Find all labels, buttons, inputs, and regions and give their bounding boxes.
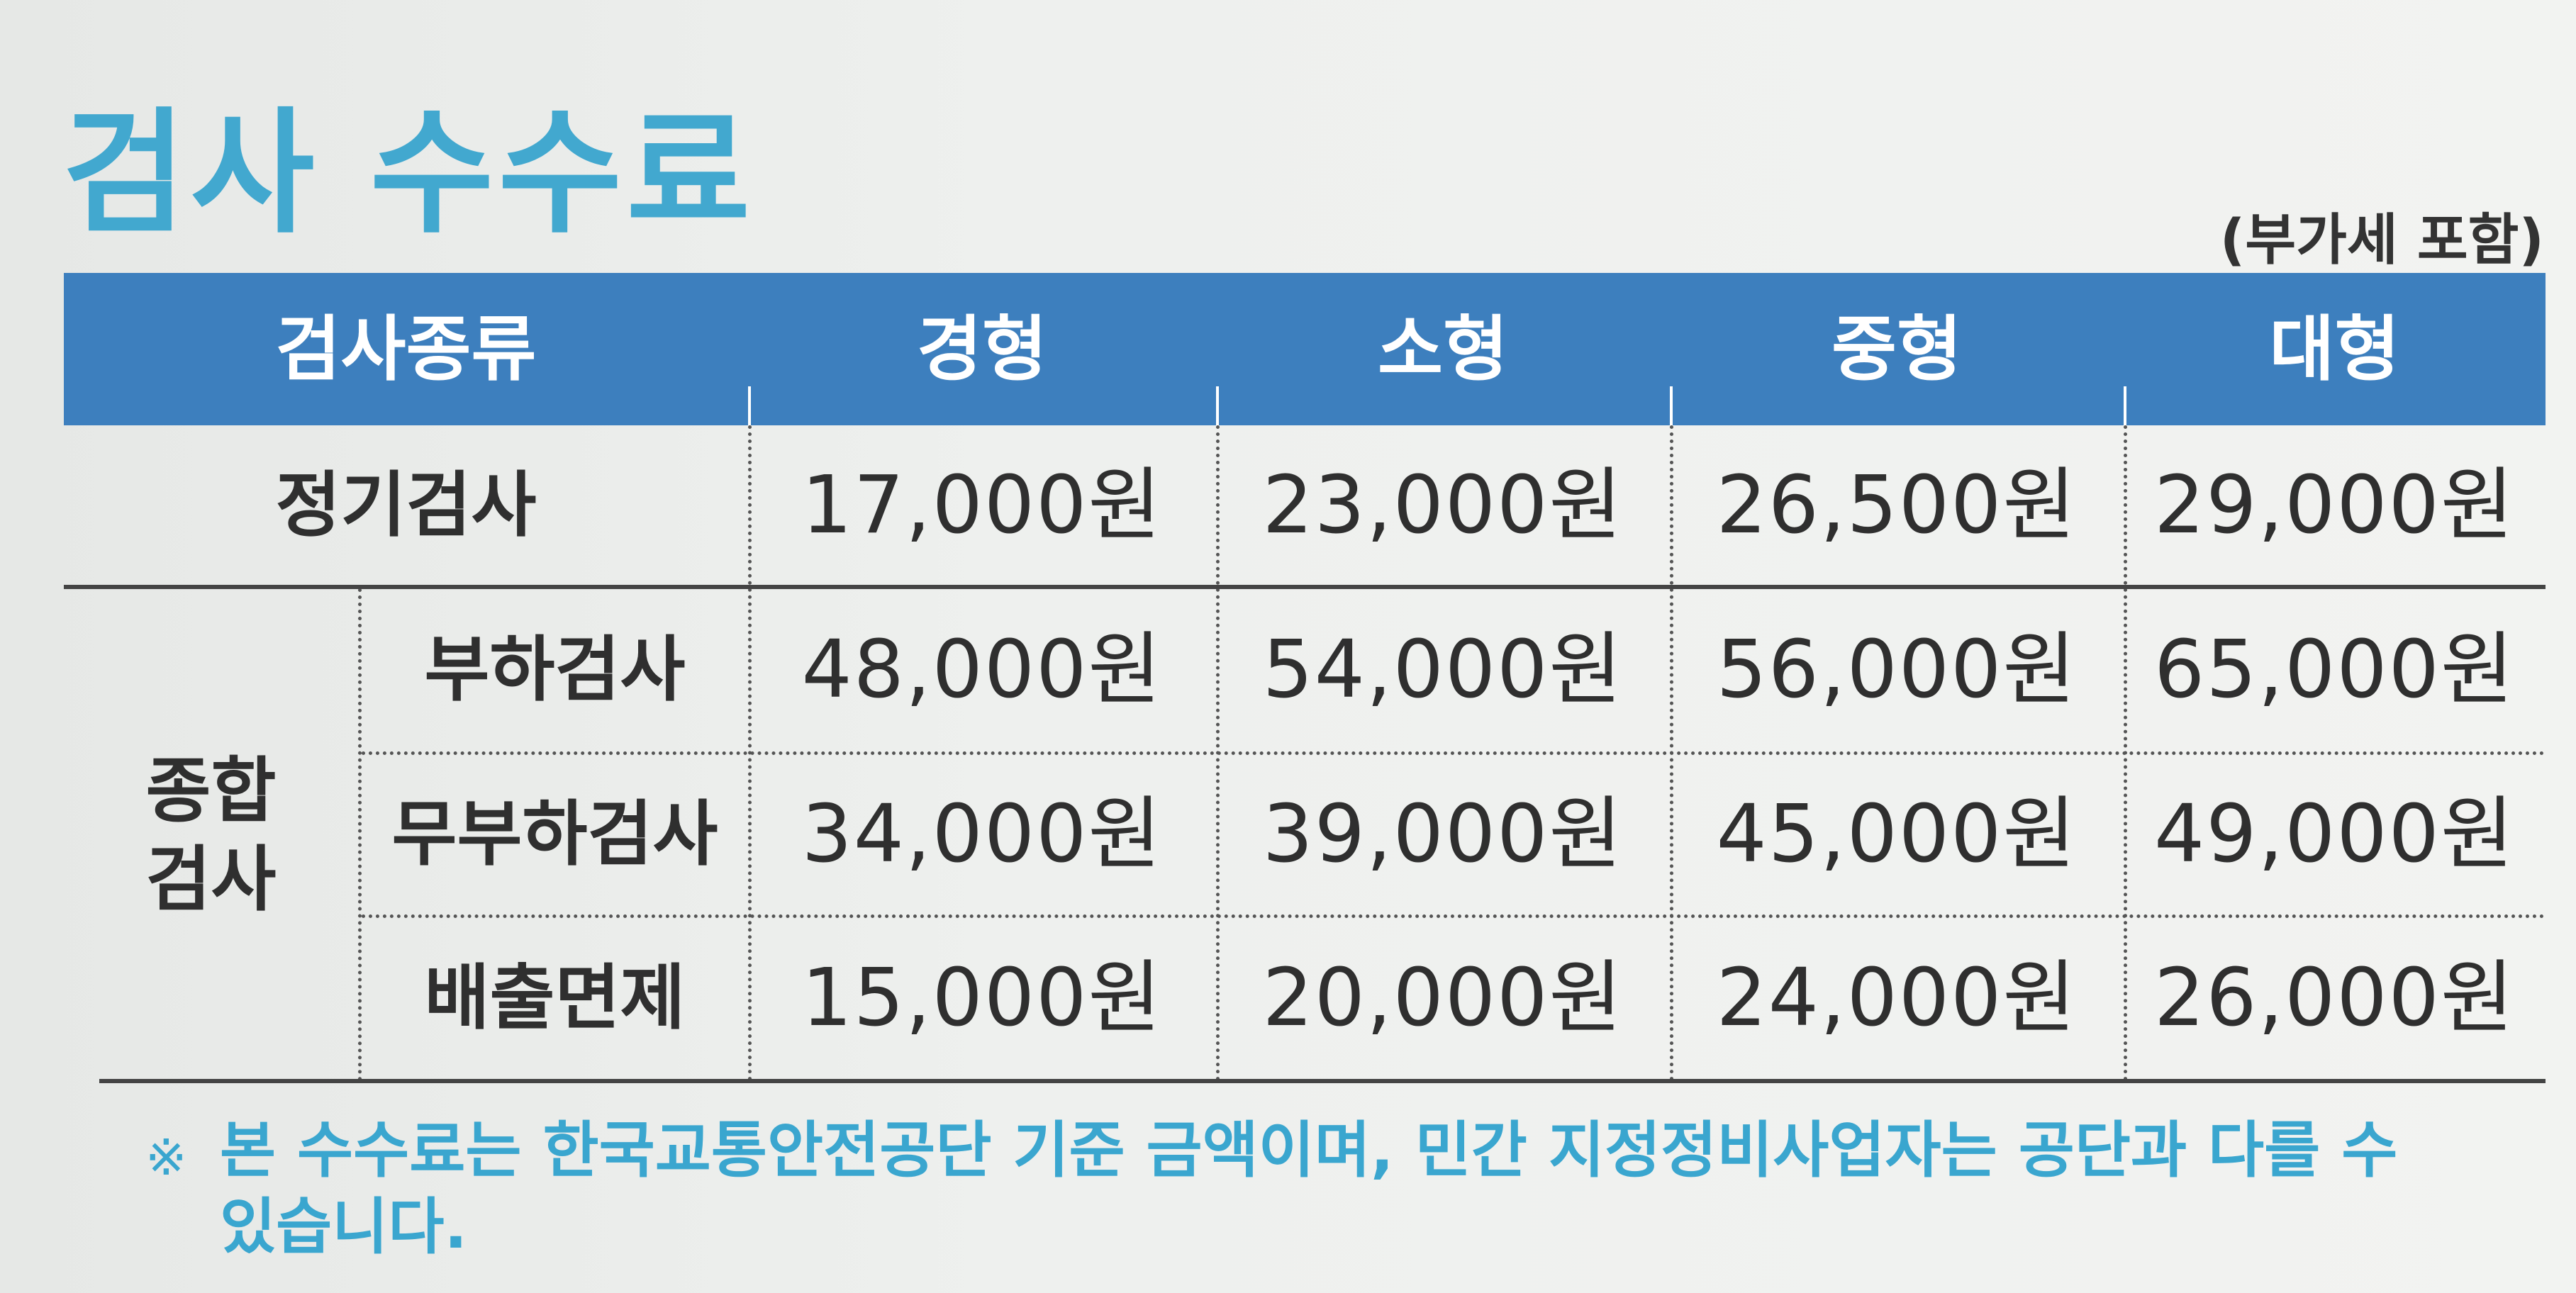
fee-cell: 26,000원 bbox=[2154, 951, 2515, 1044]
row-label-no-load: 무부하검사 bbox=[391, 792, 718, 875]
page-title: 검사 수수료 bbox=[62, 95, 755, 252]
header-light: 경형 bbox=[917, 307, 1047, 391]
fee-cell: 34,000원 bbox=[801, 788, 1163, 880]
header-large: 대형 bbox=[2269, 307, 2400, 391]
header-medium: 중형 bbox=[1831, 307, 1962, 391]
fee-cell: 26,500원 bbox=[1716, 459, 2078, 552]
group-label-comprehensive: 종합 검사 bbox=[64, 588, 358, 1081]
table-bottom-line bbox=[99, 1079, 2546, 1083]
fee-cell: 49,000원 bbox=[2154, 788, 2515, 880]
row-label-regular: 정기검사 bbox=[275, 463, 537, 547]
row-label-emission-exempt: 배출면제 bbox=[424, 956, 686, 1039]
vat-note: (부가세 포함) bbox=[2219, 208, 2544, 272]
table-header-bar bbox=[64, 273, 2546, 425]
fee-cell: 54,000원 bbox=[1262, 624, 1624, 716]
fee-cell: 24,000원 bbox=[1716, 951, 2078, 1044]
footnote-text: 본 수수료는 한국교통안전공단 기준 금액이며, 민간 지정정비사업자는 공단과… bbox=[220, 1115, 2398, 1263]
header-divider bbox=[1670, 386, 1673, 425]
row-divider bbox=[362, 914, 2546, 918]
group-label-line1: 종합 bbox=[145, 749, 277, 832]
header-inspection-type: 검사종류 bbox=[275, 307, 537, 391]
header-divider bbox=[748, 386, 751, 425]
header-divider bbox=[2124, 386, 2126, 425]
fee-cell: 23,000원 bbox=[1262, 459, 1624, 552]
fee-cell: 29,000원 bbox=[2154, 459, 2515, 552]
fee-cell: 20,000원 bbox=[1262, 951, 1624, 1044]
row-divider bbox=[362, 751, 2546, 755]
fee-cell: 15,000원 bbox=[801, 951, 1163, 1044]
fee-cell: 65,000원 bbox=[2154, 624, 2515, 716]
footnote-mark: ※ bbox=[145, 1129, 187, 1187]
row-label-load: 부하검사 bbox=[424, 628, 686, 711]
fee-cell: 45,000원 bbox=[1716, 788, 2078, 880]
header-divider bbox=[1216, 386, 1219, 425]
fee-cell: 48,000원 bbox=[801, 624, 1163, 716]
group-divider bbox=[358, 588, 362, 1081]
fee-cell: 56,000원 bbox=[1716, 624, 2078, 716]
fee-table: 검사종류 경형 소형 중형 대형 정기검사 17,000원 23,000원 26… bbox=[64, 273, 2546, 1083]
fee-cell: 17,000원 bbox=[801, 459, 1163, 552]
group-label-line2: 검사 bbox=[145, 837, 277, 921]
header-small: 소형 bbox=[1378, 307, 1508, 391]
row-divider-solid bbox=[64, 585, 2546, 589]
fee-cell: 39,000원 bbox=[1262, 788, 1624, 880]
